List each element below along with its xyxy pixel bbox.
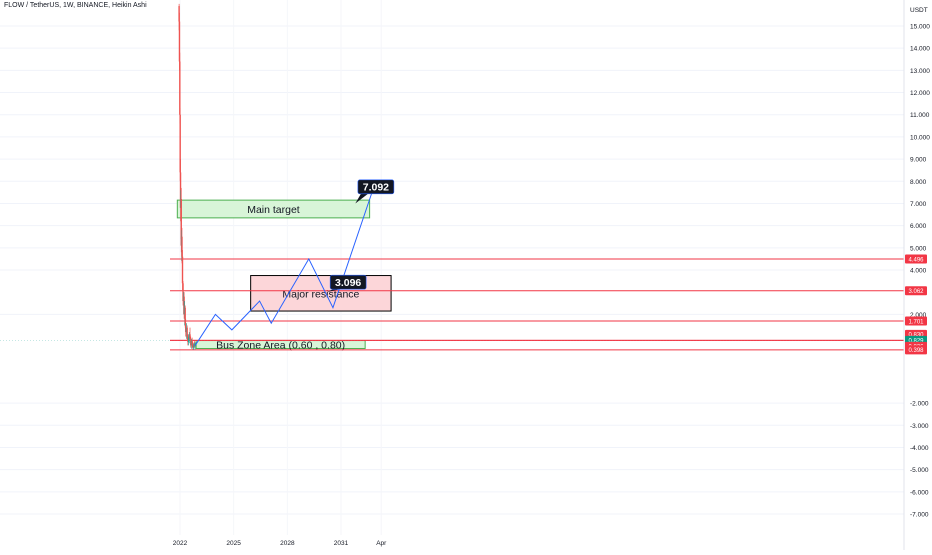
candle-body bbox=[180, 199, 182, 246]
candle-body bbox=[191, 340, 193, 346]
callout-7092-value: 7.092 bbox=[363, 182, 389, 194]
main-target-label: Main target bbox=[247, 204, 300, 216]
candle-body bbox=[185, 327, 188, 333]
candle-body bbox=[193, 344, 196, 347]
y-tick-label: 8.000 bbox=[910, 179, 927, 186]
y-tick-label: 2.000 bbox=[910, 312, 927, 319]
y-tick-label: -3.000 bbox=[910, 423, 929, 430]
y-tick-label: 13.000 bbox=[910, 68, 930, 75]
candle-body bbox=[181, 236, 183, 257]
candle-body bbox=[185, 323, 187, 333]
x-tick-label: 2028 bbox=[280, 540, 295, 547]
y-tick-label: 7.000 bbox=[910, 201, 927, 208]
candles bbox=[178, 3, 196, 350]
horizontal-lines bbox=[0, 258, 904, 351]
candle-body bbox=[179, 114, 181, 173]
main-target-zone[interactable] bbox=[176, 199, 371, 219]
candle-body bbox=[183, 296, 185, 315]
y-tick-label: -7.000 bbox=[910, 512, 929, 519]
candle-body bbox=[178, 21, 181, 62]
price-label: 0.830 bbox=[908, 333, 924, 339]
callout-3096-pointer bbox=[326, 289, 341, 293]
y-tick-label: 5.000 bbox=[910, 245, 927, 252]
y-tick-label: 9.000 bbox=[910, 157, 927, 164]
candle-body bbox=[192, 345, 194, 348]
callouts: 7.092 3.096 bbox=[326, 179, 395, 293]
y-tick-label: 11.000 bbox=[910, 112, 930, 119]
y-tick-label: -6.000 bbox=[910, 489, 929, 496]
major-resistance-zone[interactable] bbox=[250, 275, 392, 312]
callout-7092-pointer bbox=[355, 193, 368, 204]
x-tick-label: Apr bbox=[376, 540, 387, 547]
major-resistance-label: Major resistance bbox=[282, 288, 359, 300]
candle-body bbox=[179, 61, 181, 115]
price-label: 3.062 bbox=[908, 289, 924, 295]
grid bbox=[0, 25, 904, 515]
candle-body bbox=[187, 337, 190, 343]
x-tick-label: 2022 bbox=[173, 540, 188, 547]
candle-body bbox=[187, 336, 189, 343]
x-tick-label: 2025 bbox=[226, 540, 241, 547]
y-tick-label: -2.000 bbox=[910, 401, 929, 408]
y-tick-label: 4.000 bbox=[910, 268, 927, 275]
y-tick-label: -5.000 bbox=[910, 467, 929, 474]
candle-body bbox=[178, 6, 180, 22]
bus-zone-label: Bus Zone Area (0.60 , 0.80) bbox=[216, 340, 345, 352]
candle-body bbox=[182, 283, 184, 302]
candle-body bbox=[179, 172, 182, 208]
candle-body bbox=[184, 307, 186, 324]
price-label: 0.398 bbox=[908, 348, 924, 354]
price-label: 0.829 bbox=[908, 339, 924, 345]
price-label-box bbox=[905, 345, 927, 355]
candle-body bbox=[181, 256, 184, 284]
candle-body bbox=[192, 344, 195, 348]
currency-label: USDT bbox=[910, 7, 928, 14]
callout-3096-box[interactable] bbox=[329, 274, 367, 290]
y-tick-label: 6.000 bbox=[910, 223, 927, 230]
zones: Main target Major resistance Bus Zone Area… bbox=[176, 199, 392, 352]
callout-7092-box[interactable] bbox=[357, 179, 395, 195]
candle-body bbox=[190, 340, 193, 346]
price-label-box bbox=[905, 254, 927, 264]
candle-body bbox=[186, 327, 188, 337]
candle-body bbox=[190, 338, 192, 346]
price-label-box bbox=[905, 316, 927, 326]
price-label: 4.496 bbox=[908, 257, 924, 263]
price-axis[interactable]: USDT 15.000 14.000 13.000 12.000 11.000 10.00… bbox=[903, 0, 930, 550]
price-label: 1.701 bbox=[908, 319, 924, 325]
candle-body bbox=[188, 334, 191, 338]
y-tick-label: -4.000 bbox=[910, 445, 929, 452]
price-label-box bbox=[905, 286, 927, 296]
candle-body bbox=[189, 334, 191, 339]
y-tick-label: 15.000 bbox=[910, 24, 930, 31]
x-tick-label: 2031 bbox=[334, 540, 349, 547]
y-tick-label: 14.000 bbox=[910, 46, 930, 53]
y-tick-label: 12.000 bbox=[910, 90, 930, 97]
symbol-title: FLOW / TetherUS, 1W, BINANCE, Heikin Ash… bbox=[4, 2, 147, 9]
y-tick-label: 10.000 bbox=[910, 134, 930, 141]
callout-3096-value: 3.096 bbox=[335, 277, 361, 289]
projection-line[interactable] bbox=[194, 183, 376, 346]
time-axis[interactable]: 2022 2025 2028 2031 Apr bbox=[173, 540, 387, 547]
